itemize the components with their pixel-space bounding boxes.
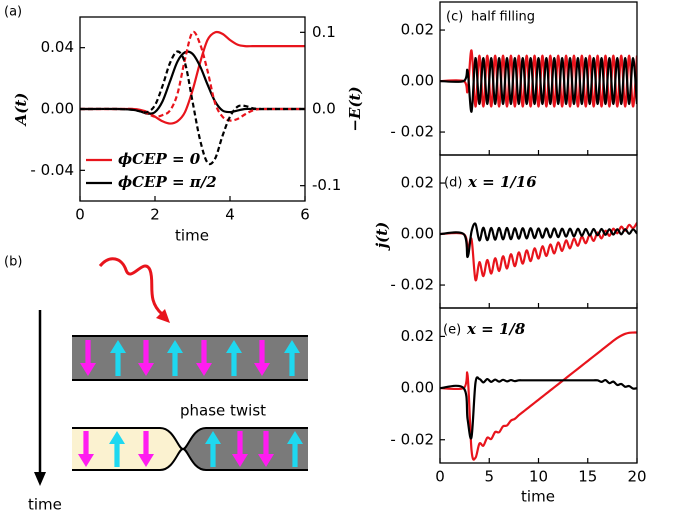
annotation: phase twist [180,402,266,420]
light-pulse [98,257,164,316]
y-tick-label: 0.00 [401,225,434,243]
y-tick-label: - 0.04 [30,161,74,179]
panel-label: (b) [4,255,22,270]
y-tick-label: 0.04 [41,38,74,56]
annotation: half filling [471,10,535,25]
x-tick-label: 10 [529,468,548,486]
y-tick-label: - 0.02 [390,123,434,141]
lattice-bar [72,336,308,380]
x-axis-label: time [175,227,209,245]
y-axis-label: j(t) [373,222,391,252]
x-tick-label: 4 [225,206,235,224]
series-line [80,30,305,122]
panel-label: (a) [4,5,22,20]
y-tick-label: - 0.02 [390,276,434,294]
panel-label: (d) [444,176,462,191]
legend-label: ϕCEP = 0 [118,150,201,168]
y2-tick-label: -0.1 [312,176,341,194]
series-line [440,376,637,440]
series-line [440,222,637,259]
x-tick-label: 5 [484,468,494,486]
twisted-region [72,428,183,470]
y-tick-label: - 0.02 [390,430,434,448]
spin-diagram: (b) time phase twist [4,255,308,514]
legend-label: ϕCEP = π/2 [118,173,217,191]
y-tick-label: 0.02 [401,327,434,345]
panel: - 0.02 0.00 0.02 0 5 10 15 20 time (e) x = 1/8 [390,307,647,506]
series-line [440,331,637,461]
x-tick-label: 20 [627,468,646,486]
y2-axis-label: −E(t) [346,86,364,131]
y-tick-label: 0.00 [41,100,74,118]
x-tick-label: 15 [578,468,597,486]
bar-edge [72,447,308,471]
annotation: x = 1/8 [466,320,526,338]
annotation: x = 1/16 [467,173,537,191]
panel-label: (e) [443,323,461,338]
panel: - 0.02 0.00 0.02 (c) half filling [390,1,638,156]
panel: - 0.04 0.00 0.04 -0.1 0.0 0.1 0 2 4 6 time A(t) −E(t… [4,5,364,245]
x-tick-label: 2 [150,206,160,224]
y2-tick-label: 0.1 [312,23,336,41]
series-line [80,30,305,125]
panel: - 0.02 0.00 0.02 j(t) (d) x = 1/16 [373,154,638,309]
y-tick-label: 0.02 [401,21,434,39]
time-label: time [28,496,62,514]
y2-tick-label: 0.0 [312,100,336,118]
x-tick-label: 0 [75,206,85,224]
y-tick-label: 0.00 [401,72,434,90]
series-line [440,56,637,113]
panel-label: (c) [446,10,463,25]
x-axis-label: time [521,488,555,506]
x-tick-label: 6 [300,206,310,224]
lattice-bar [183,428,308,470]
x-tick-label: 0 [435,468,445,486]
pulse-head [156,309,170,323]
series-line [80,50,305,166]
y-tick-label: 0.00 [401,379,434,397]
time-arrow-head [34,472,46,486]
y-axis-label: A(t) [12,93,30,128]
y-tick-label: 0.02 [401,174,434,192]
